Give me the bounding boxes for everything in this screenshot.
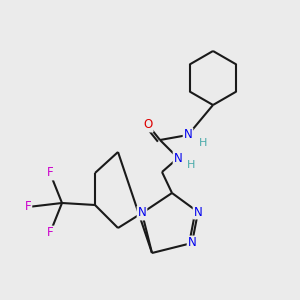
Text: N: N [174, 152, 182, 164]
Text: O: O [143, 118, 153, 131]
Text: F: F [47, 226, 53, 239]
Text: N: N [188, 236, 196, 250]
Text: F: F [47, 167, 53, 179]
Text: F: F [25, 200, 31, 214]
Text: N: N [194, 206, 202, 218]
Text: N: N [184, 128, 192, 142]
Text: N: N [138, 206, 146, 220]
Text: H: H [186, 160, 195, 170]
Text: H: H [199, 137, 207, 148]
